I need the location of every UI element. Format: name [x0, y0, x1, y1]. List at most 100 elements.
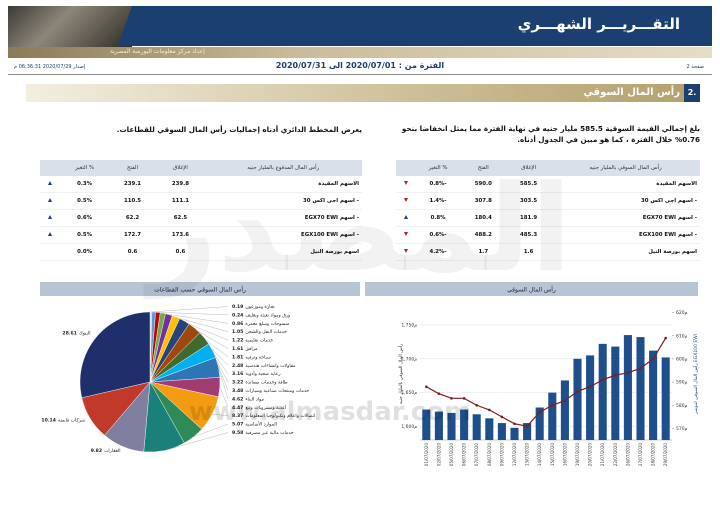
slice-name: شركات قابضة [58, 417, 85, 423]
bar [661, 357, 670, 440]
row-label: الاسهم المقيدة [204, 176, 362, 193]
report-subtitle: إعداد مركز معلومات البورصة المصرية [110, 48, 205, 55]
x-tick-label: 27/07/2020 [638, 443, 643, 467]
slice-label: 9.82 العقارات [91, 448, 121, 454]
bar [611, 346, 620, 440]
y2-tick-label: م620 [676, 310, 688, 316]
watermark-url: www.almasdar.com [189, 397, 471, 427]
slice-name: البنوك [79, 332, 91, 337]
cell: -0.8% [415, 176, 461, 193]
cell: 585.5 [505, 176, 552, 193]
bar [497, 423, 506, 440]
table-row: - اسهم EGX70 EWI 181.9 180.4 0.8% [396, 209, 700, 227]
bar [636, 337, 645, 440]
cell: 0.8% [415, 209, 461, 227]
y2-axis-title: رأس المال السوقي لمؤشر EGX100 EWI [692, 334, 699, 415]
line-marker [500, 415, 504, 419]
cell: 110.5 [108, 192, 157, 210]
slice-label: 9.58 خدمات مالية غير مصرفية [232, 430, 294, 436]
slice-value: 0.24 [232, 312, 243, 318]
line-marker [639, 366, 642, 370]
table-row: اسهم بورصة النيل 1.6 1.7 -4.2% [396, 243, 700, 261]
bar [649, 350, 658, 440]
cell: 173.6 [156, 226, 205, 244]
line-marker [588, 385, 592, 389]
trend-up [48, 198, 53, 202]
row-label: الاسهم المقيدة [551, 176, 700, 193]
slice-value: 1.61 [232, 346, 243, 352]
trend-cell [40, 176, 61, 193]
slice-label: 3.16 رعاية صحية وأدوية [232, 370, 281, 377]
x-tick-label: 19/07/2020 [575, 443, 580, 467]
trend-cell [396, 209, 416, 227]
line-marker [626, 371, 630, 375]
report-title: التقـــريـــر الشهـــري [517, 15, 680, 33]
leader-line [212, 414, 229, 416]
slice-name: مواد البناء [245, 397, 264, 402]
slice-value: 1.05 [232, 329, 243, 335]
x-tick-label: 16/07/2020 [562, 443, 567, 467]
slice-label: 3.22 طاقة وخدمات مساندة [232, 380, 288, 386]
header-cell: الفتح [108, 160, 157, 176]
cell: 590.0 [460, 176, 506, 193]
chart-header [365, 282, 698, 296]
slice-name: خدمات النقل والشحن [245, 330, 287, 335]
x-tick-label: 26/07/2020 [625, 443, 630, 467]
cell: 62.5 [156, 209, 205, 227]
row-label: - اسهم EGX100 EWI [551, 226, 700, 244]
trend-down [403, 198, 408, 202]
leader-line [164, 432, 229, 451]
line-marker [563, 399, 567, 402]
y2-tick-label: م600 [676, 356, 688, 362]
header-banner [118, 6, 712, 46]
table-row: الاسهم المقيدة 585.5 590.0 -0.8% [396, 176, 700, 193]
trend-cell [396, 192, 416, 210]
cell: 0.0% [60, 243, 109, 261]
slice-name: العقارات [104, 449, 120, 454]
row-label: اسهم بورصة النيل [204, 243, 362, 261]
slice-value: 5.07 [232, 422, 243, 428]
section-number: 2. [684, 84, 700, 102]
slice-label: 10.14 شركات قابضة [41, 417, 85, 423]
slice-label: 4.62 مواد البناء [232, 396, 265, 402]
leader-line [150, 306, 229, 313]
header-photo [8, 6, 132, 48]
slice-value: 3.22 [232, 380, 243, 386]
slice-label: 0.24 ورق ومواد تعبئة وتغليف [232, 312, 290, 318]
x-tick-label: 29/07/2020 [663, 443, 668, 467]
slice-name: الموارد الأساسية [245, 421, 277, 428]
slice-label: 28.61 البنوك [62, 331, 90, 337]
row-label: - اسهم EGX100 EWI [204, 226, 362, 244]
slice-name: سياحة وترفيه [245, 355, 271, 360]
x-tick-label: 07/07/2020 [474, 443, 479, 467]
leader-line [218, 367, 229, 399]
cell: 1.6 [505, 243, 552, 261]
slice-value: 1.81 [232, 354, 243, 360]
header-cell: رأس المال المدفوع بالمليار جنيه [204, 160, 362, 176]
header-cell: الإغلاق [156, 160, 205, 176]
y2-tick-label: م580 [676, 403, 688, 409]
data-table: رأس المال السوقي بالمليار جنيه الإغلاق الف… [396, 160, 700, 261]
slice-label: 4.47 أغذية ومشروبات وتبغ [232, 404, 287, 411]
cell: 0.6% [60, 209, 109, 227]
chart-title: رأس المال السوقي حسب القطاعات [154, 286, 246, 294]
slice-label: 0.86 منسوجات وسلع معمرة [232, 321, 290, 327]
cell: -0.6% [415, 226, 461, 244]
slice-label: 3.48 خدمات ومنتجات صناعية وسيارات [232, 388, 309, 394]
bar [586, 355, 595, 440]
slice-name: خدمات مالية غير مصرفية [245, 431, 293, 436]
row-label: - اسهم EGX70 EWI [551, 209, 700, 227]
x-tick-label: 15/07/2020 [550, 443, 555, 467]
trend-cell [40, 209, 61, 227]
cell: 303.5 [505, 192, 552, 210]
slice-label: 1.05 خدمات النقل والشحن [232, 329, 287, 335]
line [426, 337, 667, 427]
table-row: - اسهم EGX100 EWI 173.6 172.7 0.5% [40, 226, 362, 244]
issue-date: إصدار 2020/07/29 06:36:31 م [14, 64, 86, 70]
y-tick-label: 1,750م [401, 322, 417, 328]
slice-name: مقاولات وانشاءات هندسية [245, 364, 296, 369]
table-container: رأس المال المدفوع بالمليار جنيه الإغلاق ال… [40, 160, 362, 261]
x-tick-label: 02/07/2020 [436, 443, 441, 467]
header-strip [8, 47, 712, 58]
